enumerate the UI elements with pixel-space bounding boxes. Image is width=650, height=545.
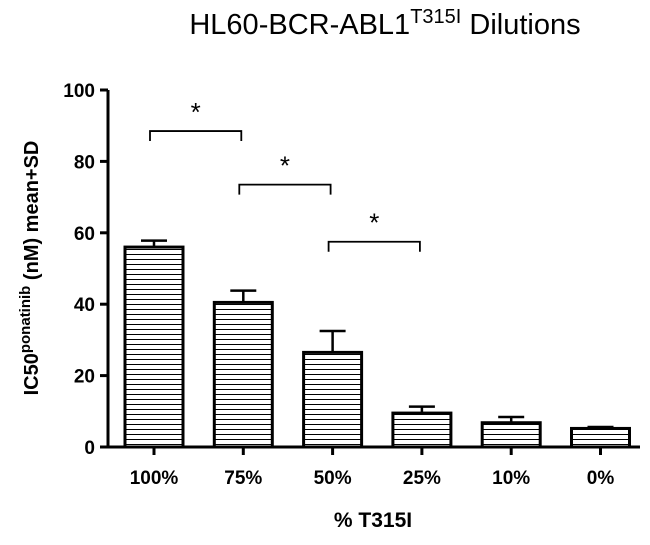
significance-bracket: [327, 240, 421, 252]
y-tick-label: 100: [63, 81, 95, 102]
significance-label: *: [280, 151, 290, 181]
x-tick-label: 0%: [587, 468, 615, 489]
chart-title: HL60-BCR-ABL1T315I Dilutions: [189, 6, 580, 41]
y-tick-label: 40: [74, 295, 95, 316]
y-tick-label: 20: [74, 367, 95, 388]
significance-bracket: [238, 183, 332, 195]
x-tick-label: 25%: [403, 468, 441, 489]
x-tick-label: 50%: [314, 468, 352, 489]
bar: [212, 300, 274, 449]
y-tick-label: 60: [74, 224, 95, 245]
bar: [391, 411, 453, 449]
y-tick-label: 80: [74, 152, 95, 173]
bar: [480, 421, 542, 449]
bar: [123, 245, 185, 449]
x-axis-label: % T315I: [334, 509, 412, 532]
y-axis-label: IC50ponatinib (nM) mean+SD: [17, 141, 44, 396]
x-tick-label: 75%: [224, 468, 262, 489]
x-tick-label: 10%: [492, 468, 530, 489]
bar: [302, 350, 364, 449]
y-axis-label-superscript: ponatinib: [17, 286, 34, 354]
chart-title-superscript: T315I: [410, 6, 461, 28]
bar: [570, 426, 631, 449]
significance-bracket: [149, 130, 243, 142]
significance-label: *: [369, 208, 379, 238]
x-tick-label: 100%: [130, 468, 179, 489]
y-tick-label: 0: [84, 438, 95, 459]
significance-label: *: [191, 97, 201, 127]
plot-area: 0 20 40 60 80 100 100% 75% 50% 25% 10% 0% * * *: [63, 81, 640, 489]
